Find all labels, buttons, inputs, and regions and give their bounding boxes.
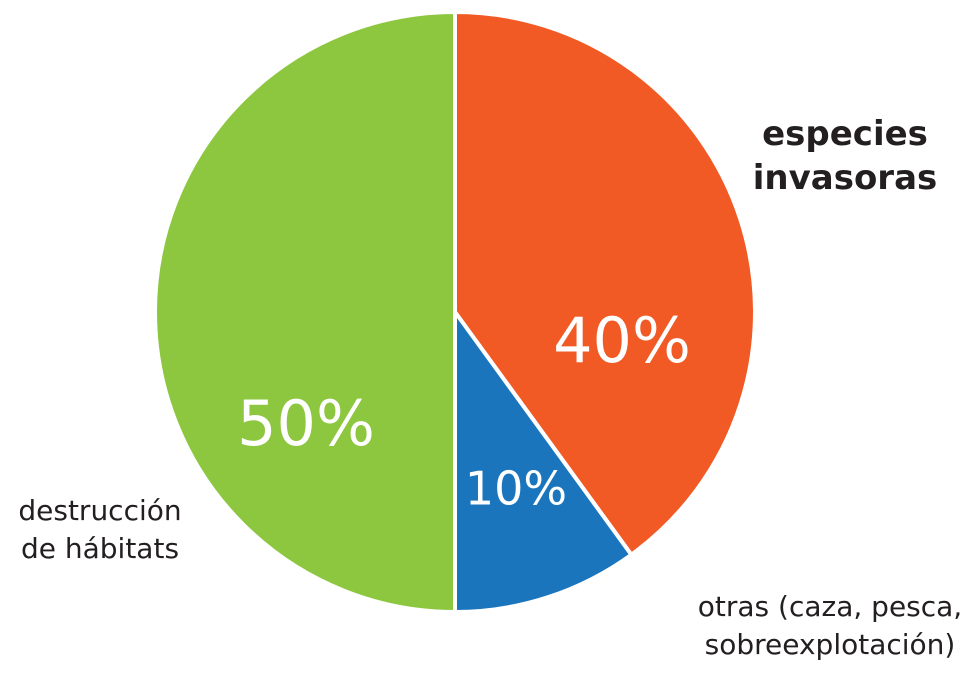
pie-slice — [155, 12, 455, 612]
value-label: 10% — [465, 462, 567, 516]
value-label: 40% — [553, 304, 691, 377]
value-label: 50% — [237, 387, 375, 460]
chart: 40% 10% 50% — [0, 0, 976, 690]
category-label: destrucción de hábitats — [5, 492, 195, 568]
category-label: especies invasoras — [730, 112, 960, 200]
page: {"chart_data": {"type": "pie", "categori… — [0, 0, 976, 690]
category-label: otras (caza, pesca, sobreexplotación) — [684, 588, 976, 664]
